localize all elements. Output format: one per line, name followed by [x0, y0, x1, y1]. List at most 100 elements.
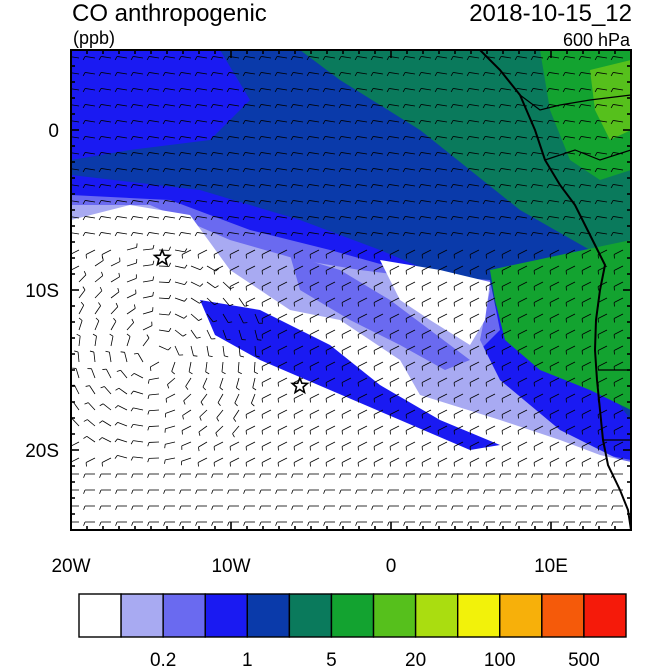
wind-barb	[533, 457, 544, 463]
wind-barb	[137, 353, 144, 363]
wind-barb-flag	[147, 426, 150, 431]
wind-barb	[533, 168, 544, 171]
wind-barb	[293, 249, 304, 255]
wind-barb-flag	[531, 521, 534, 526]
wind-barb	[110, 276, 120, 283]
wind-barb	[597, 136, 608, 139]
wind-barb-flag	[146, 88, 150, 93]
wind-barb-flag	[610, 200, 614, 205]
wind-barb	[373, 297, 384, 303]
wind-barb-flag	[290, 104, 294, 109]
wind-barb	[469, 425, 480, 431]
wind-barb	[581, 168, 592, 171]
wind-barb-flag	[370, 72, 374, 77]
wind-barb-flag	[210, 136, 214, 141]
wind-barb-flag	[114, 422, 118, 426]
field-region-plume-inner	[290, 255, 470, 370]
wind-barb	[405, 393, 416, 399]
wind-barb	[453, 457, 464, 463]
wind-barb	[190, 297, 200, 304]
wind-barb-flag	[82, 104, 86, 109]
wind-barb	[565, 104, 576, 107]
wind-barb-flag	[498, 104, 502, 109]
wind-barb-flag	[594, 104, 598, 109]
wind-barb	[85, 88, 96, 91]
wind-barb	[181, 232, 192, 235]
wind-barb	[197, 457, 208, 463]
wind-barb-flag	[307, 505, 310, 510]
wind-barb	[171, 361, 176, 372]
wind-barb	[261, 232, 272, 235]
wind-barb	[309, 281, 320, 287]
colorbar-label: 500	[568, 650, 600, 667]
wind-barb-flag	[178, 88, 182, 93]
wind-barb-flag	[594, 232, 598, 237]
wind-barb-flag	[67, 104, 69, 107]
wind-barb	[254, 313, 260, 324]
wind-barb	[405, 377, 416, 383]
wind-barb	[501, 88, 512, 91]
wind-barb-flag	[114, 405, 119, 409]
wind-barb	[117, 152, 128, 155]
wind-barb-flag	[226, 168, 230, 173]
wind-barb-flag	[306, 168, 310, 173]
wind-barb-flag	[482, 232, 486, 237]
wind-barb-flag	[578, 232, 582, 237]
wind-barb-flag	[306, 88, 310, 93]
wind-barb	[261, 216, 272, 219]
wind-barb	[501, 313, 512, 319]
wind-barb	[469, 56, 480, 59]
wind-barb	[469, 313, 480, 319]
wind-barb	[101, 152, 112, 155]
wind-barb-flag	[92, 333, 97, 337]
wind-barb	[389, 88, 400, 91]
wind-barb-flag	[184, 281, 188, 285]
wind-barb	[613, 393, 624, 399]
wind-barb	[501, 232, 512, 235]
wind-barb-flag	[210, 200, 214, 205]
wind-barb	[142, 279, 153, 283]
wind-barb	[142, 264, 153, 267]
wind-barb-flag	[98, 56, 102, 61]
wind-barb	[485, 136, 496, 139]
wind-barb	[597, 345, 608, 351]
wind-barb-flag	[466, 136, 470, 141]
wind-barb-flag	[290, 120, 294, 125]
wind-barb	[325, 136, 336, 139]
wind-barb	[405, 136, 416, 139]
wind-barb	[549, 281, 560, 287]
y-tick-label: 0	[48, 121, 59, 142]
wind-barb	[341, 120, 352, 123]
wind-barb-flag	[215, 432, 218, 437]
wind-barb	[565, 232, 576, 235]
wind-barb-flag	[594, 168, 598, 173]
wind-barb	[182, 409, 192, 416]
wind-barb	[613, 281, 624, 287]
wind-barb	[261, 136, 272, 139]
wind-barb-flag	[147, 410, 150, 415]
wind-barb-flag	[530, 200, 534, 205]
wind-barb-flag	[258, 120, 262, 125]
wind-barb	[234, 393, 240, 404]
wind-barb	[437, 152, 448, 155]
wind-barb-flag	[83, 489, 86, 494]
wind-barb	[565, 361, 576, 367]
wind-barb-flag	[98, 437, 103, 441]
wind-barb	[71, 120, 80, 123]
wind-barb	[581, 56, 592, 59]
wind-barb-flag	[387, 521, 390, 526]
wind-barb-flag	[98, 232, 102, 237]
wind-barb	[245, 56, 256, 59]
wind-barb	[597, 104, 608, 107]
wind-barb-flag	[98, 72, 102, 77]
wind-barb-flag	[370, 152, 374, 157]
wind-barb-flag	[162, 72, 166, 77]
wind-barb	[126, 247, 137, 251]
wind-barb-flag	[274, 56, 278, 61]
wind-barb	[165, 200, 176, 203]
wind-barb	[245, 232, 256, 235]
wind-barb	[501, 441, 512, 447]
wind-barb	[293, 393, 304, 399]
wind-barb-flag	[546, 88, 550, 93]
